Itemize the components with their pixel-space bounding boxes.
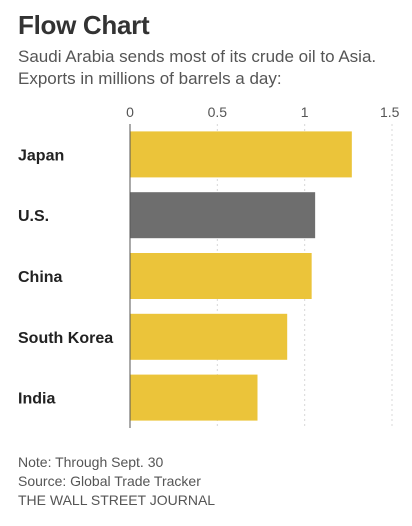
category-label: U.S. [18, 208, 49, 225]
x-tick-label: 1 [301, 104, 309, 120]
bar [130, 313, 288, 360]
category-label: India [18, 391, 55, 408]
bar [130, 131, 352, 178]
footnote: Note: Through Sept. 30 [18, 454, 164, 470]
x-tick-label: 1.5 [380, 104, 400, 120]
bar [130, 192, 316, 239]
chart-title: Flow Chart [18, 10, 150, 40]
category-label: China [18, 269, 63, 286]
publisher-credit: THE WALL STREET JOURNAL [18, 492, 216, 508]
x-tick-label: 0 [126, 104, 134, 120]
x-tick-label: 0.5 [208, 104, 228, 120]
category-label: Japan [18, 147, 64, 164]
source-line: Source: Global Trade Tracker [18, 473, 201, 489]
chart-footer: Note: Through Sept. 30 Source: Global Tr… [18, 453, 215, 510]
bar [130, 374, 258, 421]
bar [130, 253, 312, 299]
chart-subtitle: Saudi Arabia sends most of its crude oil… [18, 47, 377, 88]
category-label: South Korea [18, 330, 113, 347]
